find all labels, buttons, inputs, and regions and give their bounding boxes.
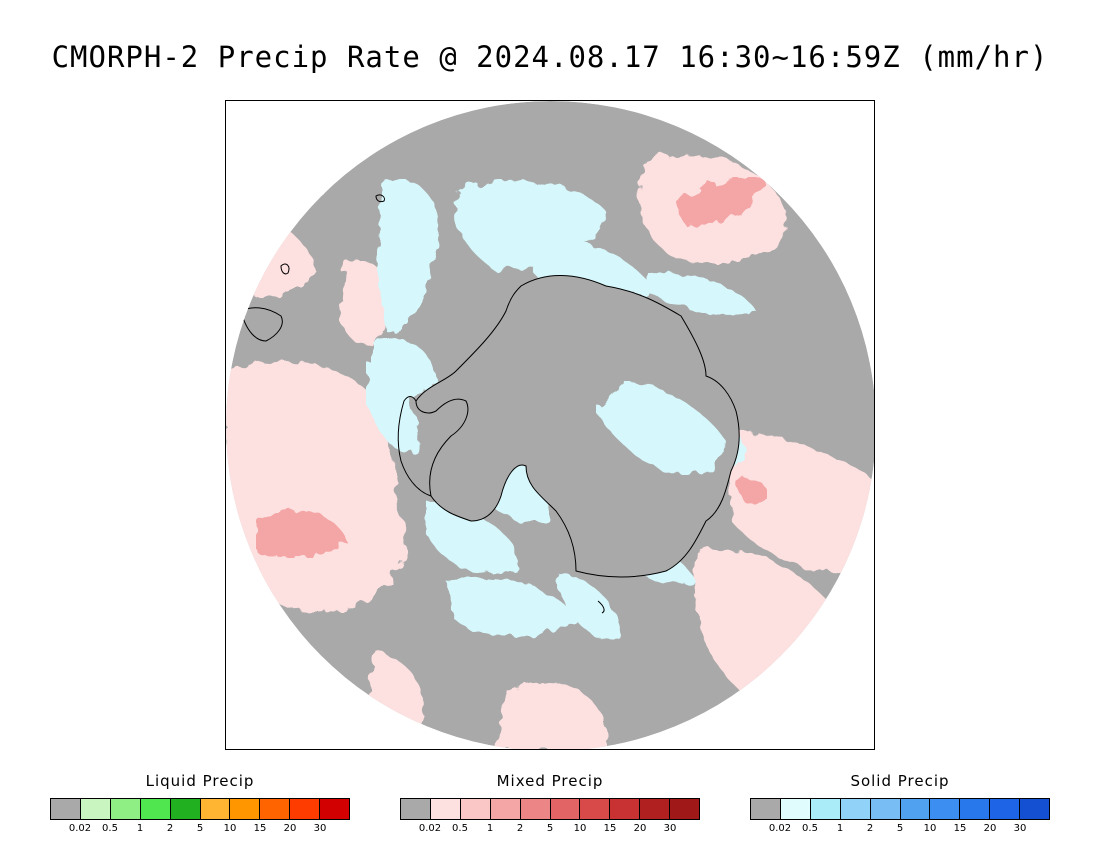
legend-swatch bbox=[580, 799, 611, 819]
legend-swatch bbox=[200, 799, 231, 819]
legend-swatch bbox=[751, 799, 781, 819]
legend-swatch bbox=[1020, 799, 1050, 819]
legend-tick-label: 30 bbox=[313, 823, 327, 834]
legend-swatch bbox=[290, 799, 321, 819]
legend-swatch bbox=[320, 799, 350, 819]
legend-swatch bbox=[670, 799, 700, 819]
legend-tick-label: 5 bbox=[196, 823, 204, 834]
legend-swatch bbox=[140, 799, 171, 819]
legend-tick-label: 0.5 bbox=[102, 823, 118, 834]
legend-swatch bbox=[51, 799, 81, 819]
legend-tick-label: 10 bbox=[223, 823, 237, 834]
legend-swatch bbox=[401, 799, 431, 819]
legend-liquid-precip: Liquid Precip 0.02 0.5 1 2 5 10 15 20 30 bbox=[50, 770, 350, 836]
legend-swatch bbox=[840, 799, 871, 819]
legend-swatch bbox=[170, 799, 201, 819]
legend-tick-label: 5 bbox=[546, 823, 554, 834]
legend-tick-labels: 0.02 0.5 1 2 5 10 15 20 30 bbox=[50, 820, 350, 836]
legend-tick-label: 1 bbox=[136, 823, 144, 834]
legend-tick-label: 30 bbox=[1013, 823, 1027, 834]
legend-tick-label: 15 bbox=[253, 823, 267, 834]
coastline-fragments bbox=[240, 194, 605, 614]
legend-swatch bbox=[810, 799, 841, 819]
legend-tick-label: 10 bbox=[923, 823, 937, 834]
legend-tick-label: 2 bbox=[516, 823, 524, 834]
legend-tick-label: 1 bbox=[486, 823, 494, 834]
legend-swatch bbox=[610, 799, 641, 819]
mixed-precip-heavier bbox=[256, 177, 767, 558]
legend-title: Liquid Precip bbox=[145, 772, 255, 790]
polar-precip-map bbox=[226, 101, 874, 749]
legend-swatch bbox=[80, 799, 111, 819]
legend-tick-label: 15 bbox=[953, 823, 967, 834]
legend-swatch bbox=[520, 799, 551, 819]
legend-tick-label: 0.02 bbox=[68, 823, 92, 834]
legend-swatch bbox=[960, 799, 991, 819]
legend-mixed-precip: Mixed Precip 0.02 0.5 1 2 5 10 15 20 30 bbox=[400, 770, 700, 836]
legend-swatch bbox=[460, 799, 491, 819]
legend-tick-label: 0.02 bbox=[418, 823, 442, 834]
legend-tick-labels: 0.02 0.5 1 2 5 10 15 20 30 bbox=[750, 820, 1050, 836]
legend-tick-labels: 0.02 0.5 1 2 5 10 15 20 30 bbox=[400, 820, 700, 836]
legend-tick-label: 0.5 bbox=[802, 823, 818, 834]
legend-tick-label: 15 bbox=[603, 823, 617, 834]
legend-swatch bbox=[110, 799, 141, 819]
legend-tick-label: 20 bbox=[983, 823, 997, 834]
legend-swatch bbox=[930, 799, 961, 819]
legend-tick-label: 2 bbox=[166, 823, 174, 834]
legend-tick-label: 20 bbox=[633, 823, 647, 834]
legend-swatch bbox=[640, 799, 671, 819]
legend-swatch bbox=[430, 799, 461, 819]
map-title: CMORPH-2 Precip Rate @ 2024.08.17 16:30~… bbox=[51, 40, 1049, 74]
legend-swatches bbox=[750, 798, 1050, 820]
legend-swatch bbox=[550, 799, 581, 819]
legend-solid-precip: Solid Precip 0.02 0.5 1 2 5 10 15 20 30 bbox=[750, 770, 1050, 836]
legend-tick-label: 30 bbox=[663, 823, 677, 834]
legend-tick-label: 10 bbox=[573, 823, 587, 834]
map-panel bbox=[225, 100, 875, 750]
legend-tick-label: 2 bbox=[866, 823, 874, 834]
legend-swatches bbox=[50, 798, 350, 820]
legend-swatch bbox=[900, 799, 931, 819]
legend-tick-label: 20 bbox=[283, 823, 297, 834]
legend-tick-label: 5 bbox=[896, 823, 904, 834]
legend-title: Mixed Precip bbox=[496, 772, 604, 790]
legend-tick-label: 0.02 bbox=[768, 823, 792, 834]
legend-swatch bbox=[260, 799, 291, 819]
legend-swatch bbox=[490, 799, 521, 819]
antarctica-landmass bbox=[397, 275, 740, 578]
legend-title: Solid Precip bbox=[850, 772, 950, 790]
legend-tick-label: 0.5 bbox=[452, 823, 468, 834]
legend-swatch bbox=[990, 799, 1021, 819]
legend-tick-label: 1 bbox=[836, 823, 844, 834]
legend-swatch bbox=[780, 799, 811, 819]
legend-swatches bbox=[400, 798, 700, 820]
legend-swatch bbox=[230, 799, 261, 819]
legend-swatch bbox=[870, 799, 901, 819]
